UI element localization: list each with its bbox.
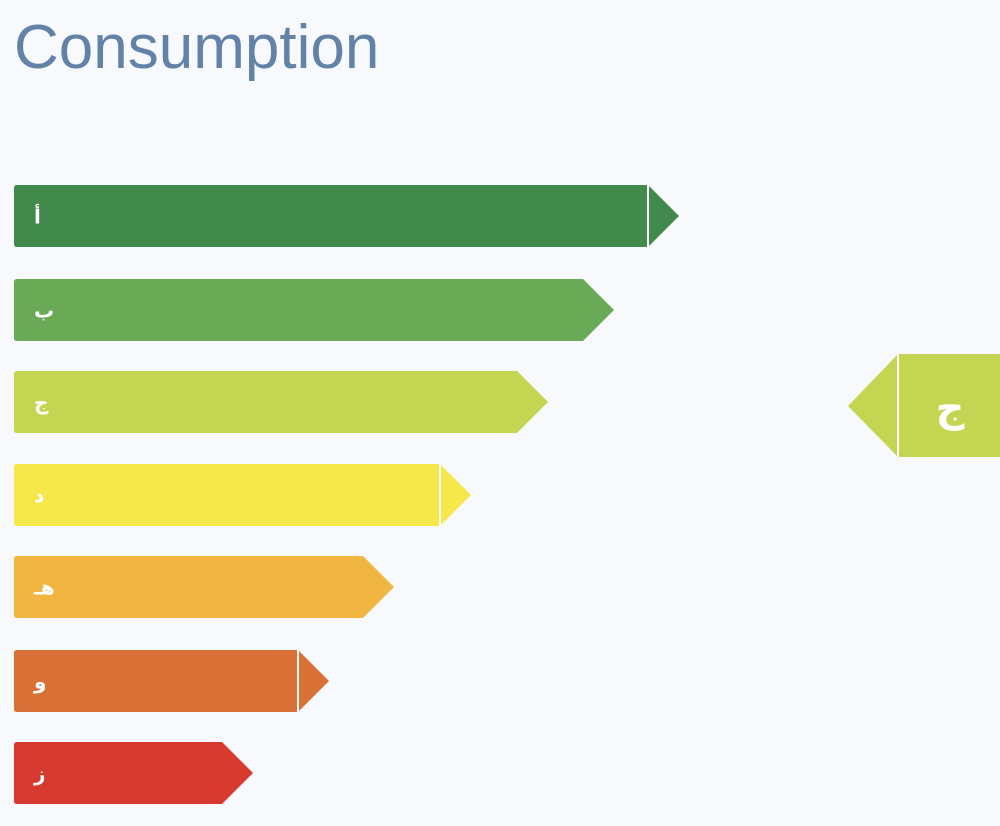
rating-bar [14, 185, 679, 247]
rating-label: هـ [33, 576, 55, 600]
rating-bar [14, 742, 253, 804]
rating-label: ب [34, 299, 54, 323]
rating-bars: أ ب ج د هـ و ز [14, 185, 679, 804]
rating-label: ز [33, 762, 46, 786]
current-rating: ج [848, 354, 1000, 457]
rating-bar [14, 371, 548, 433]
rating-label: و [33, 670, 46, 694]
current-arrow [848, 354, 1000, 457]
title: Consumption [14, 13, 379, 82]
rating-label: ج [34, 391, 49, 415]
rating-label: د [34, 484, 44, 508]
rating-bar [14, 464, 471, 526]
rating-bar [14, 556, 394, 618]
rating-bar [14, 279, 614, 341]
rating-bar [14, 650, 329, 712]
current-label: ج [936, 385, 965, 431]
rating-label: أ [34, 203, 41, 229]
